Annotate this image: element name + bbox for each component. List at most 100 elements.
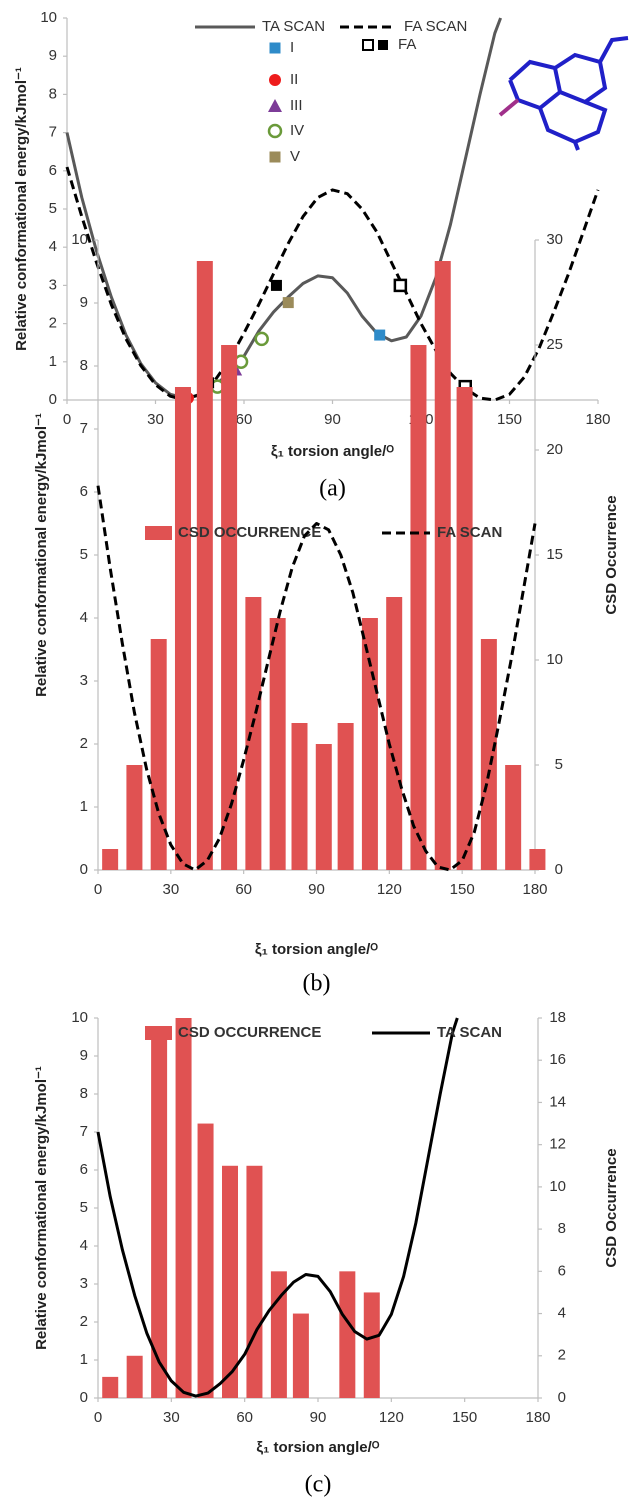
y2-tick-label: 0 (555, 861, 563, 878)
y-tick-label: 7 (49, 124, 57, 141)
bar (316, 744, 332, 870)
caption: (a) (319, 476, 346, 502)
y2-axis-label: CSD Occurrence (603, 495, 620, 614)
caption: (b) (303, 971, 331, 997)
point (283, 297, 294, 308)
bar (338, 723, 354, 870)
x-tick-label: 60 (236, 411, 253, 428)
y-tick-label: 6 (80, 1161, 88, 1178)
legend-swatch (378, 40, 388, 50)
y-tick-label: 10 (71, 1009, 88, 1026)
x-tick-label: 150 (450, 881, 475, 898)
x-tick-label: 90 (308, 881, 325, 898)
bar (245, 597, 261, 870)
y-tick-label: 9 (80, 294, 88, 311)
y2-tick-label: 2 (558, 1347, 566, 1364)
y-tick-label: 7 (80, 1123, 88, 1140)
point (374, 330, 385, 341)
y-tick-label: 0 (80, 1389, 88, 1406)
y-tick-label: 7 (80, 420, 88, 437)
line (67, 167, 598, 400)
y-tick-label: 8 (80, 357, 88, 374)
legend-label: CSD OCCURRENCE (178, 524, 321, 541)
x-tick-label: 150 (452, 1409, 477, 1426)
y2-tick-label: 10 (546, 651, 563, 668)
y-tick-label: 3 (80, 672, 88, 689)
y-tick-label: 0 (80, 861, 88, 878)
y-tick-label: 6 (80, 483, 88, 500)
x-axis-label: ξ₁ torsion angle/ᴼ (256, 1439, 379, 1456)
y-tick-label: 2 (49, 315, 57, 332)
bar (151, 1039, 167, 1398)
y2-tick-label: 15 (546, 546, 563, 563)
y-tick-label: 4 (80, 1237, 88, 1254)
legend-label: V (290, 148, 300, 165)
legend-swatch (145, 1026, 172, 1040)
legend-label: TA SCAN (262, 18, 325, 35)
x-tick-label: 0 (94, 1409, 102, 1426)
legend-label: FA (398, 36, 416, 53)
y2-tick-label: 12 (549, 1136, 566, 1153)
y2-tick-label: 10 (549, 1178, 566, 1195)
y2-tick-label: 14 (549, 1093, 566, 1110)
y-axis-label: Relative conformational energy/kJmol⁻¹ (33, 413, 50, 697)
y-tick-label: 1 (80, 798, 88, 815)
x-tick-label: 90 (310, 1409, 327, 1426)
legend-swatch (269, 125, 281, 137)
point (271, 280, 282, 291)
y2-tick-label: 5 (555, 756, 563, 773)
y2-tick-label: 4 (558, 1305, 566, 1322)
bar (175, 387, 191, 870)
y2-tick-label: 25 (546, 336, 563, 353)
y-tick-label: 5 (49, 200, 57, 217)
legend-swatch (269, 74, 281, 86)
legend-swatch (268, 99, 282, 112)
bar (151, 639, 167, 870)
x-tick-label: 0 (94, 881, 102, 898)
legend-label: III (290, 97, 303, 114)
y-tick-label: 10 (71, 231, 88, 248)
y-tick-label: 8 (49, 85, 57, 102)
x-tick-label: 90 (324, 411, 341, 428)
legend-label: TA SCAN (437, 1024, 502, 1041)
y-tick-label: 6 (49, 162, 57, 179)
bar (198, 1124, 214, 1398)
legend-label: CSD OCCURRENCE (178, 1024, 321, 1041)
bar (529, 849, 545, 870)
x-tick-label: 120 (377, 881, 402, 898)
caption: (c) (305, 1472, 332, 1498)
molecule-sketch (500, 38, 628, 150)
y-tick-label: 0 (49, 391, 57, 408)
x-tick-label: 30 (147, 411, 164, 428)
point (256, 333, 268, 345)
bar (246, 1166, 262, 1398)
bar (270, 618, 286, 870)
y-axis-label: Relative conformational energy/kJmol⁻¹ (13, 67, 30, 351)
point (395, 280, 406, 291)
y-tick-label: 2 (80, 1313, 88, 1330)
y-tick-label: 4 (49, 238, 57, 255)
y-tick-label: 9 (80, 1047, 88, 1064)
bar (176, 1018, 192, 1398)
bar (102, 1377, 118, 1398)
legend-label: IV (290, 122, 304, 139)
x-tick-label: 150 (497, 411, 522, 428)
y2-tick-label: 6 (558, 1262, 566, 1279)
y2-tick-label: 18 (549, 1009, 566, 1026)
x-tick-label: 120 (379, 1409, 404, 1426)
bar (435, 261, 451, 870)
y-tick-label: 1 (80, 1351, 88, 1368)
y2-tick-label: 0 (558, 1389, 566, 1406)
y2-axis-label: CSD Occurrence (603, 1148, 620, 1267)
legend-swatch (270, 43, 281, 54)
figure: 0123456789100306090120150180Relative con… (0, 0, 632, 1506)
x-axis-label: ξ₁ torsion angle/ᴼ (271, 443, 394, 460)
y-axis-label: Relative conformational energy/kJmol⁻¹ (33, 1066, 50, 1350)
bar (481, 639, 497, 870)
y-tick-label: 8 (80, 1085, 88, 1102)
legend-swatch (363, 40, 373, 50)
bar (457, 387, 473, 870)
x-tick-label: 30 (162, 881, 179, 898)
bar (505, 765, 521, 870)
bar (126, 765, 142, 870)
